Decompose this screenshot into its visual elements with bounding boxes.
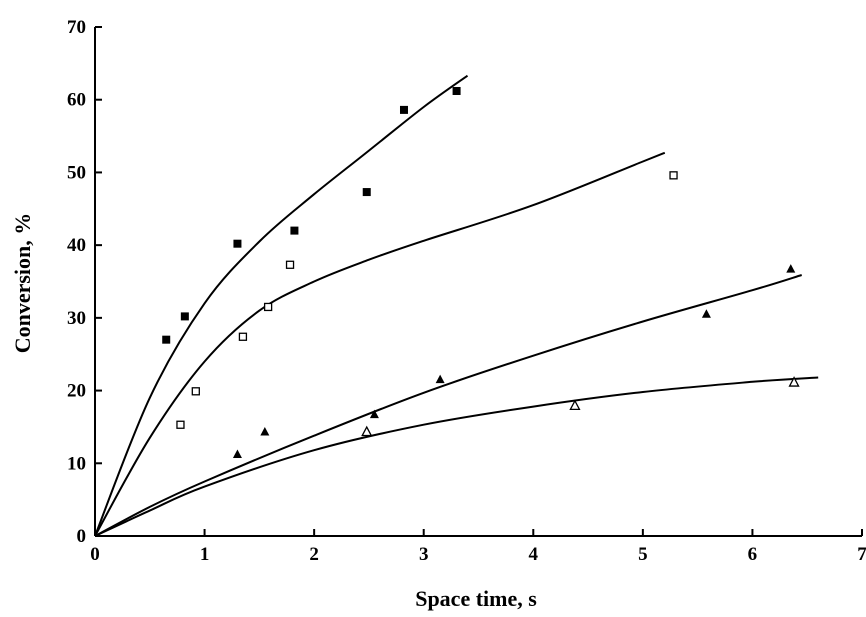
data-point-filled-triangle xyxy=(232,449,242,459)
tick-labels: 0 10 20 30 40 50 60 70 0 1 2 3 4 5 6 7 xyxy=(67,17,866,565)
x-tick-label: 4 xyxy=(529,544,539,565)
data-point-open-triangle xyxy=(361,425,373,437)
data-point-open-square xyxy=(263,302,273,312)
y-tick-label: 20 xyxy=(67,381,86,402)
y-tick-label: 10 xyxy=(67,453,86,474)
axes xyxy=(94,26,863,537)
data-point-filled-square xyxy=(233,239,242,248)
data-point-filled-square xyxy=(452,86,461,95)
data-point-filled-triangle xyxy=(435,374,445,384)
fit-curve-4 xyxy=(94,376,819,537)
fit-curve-3 xyxy=(94,274,802,537)
data-point-filled-square xyxy=(162,335,171,344)
y-tick-label: 50 xyxy=(67,162,86,183)
data-point-open-square xyxy=(191,387,200,396)
x-tick-label: 0 xyxy=(90,544,100,565)
y-tick-label: 0 xyxy=(77,526,87,547)
data-point-filled-square xyxy=(362,188,371,197)
data-point-filled-square xyxy=(290,226,299,235)
data-point-filled-triangle xyxy=(701,309,711,318)
data-point-open-square xyxy=(669,171,678,180)
data-point-filled-square xyxy=(180,312,189,321)
y-tick-label: 30 xyxy=(67,308,86,329)
data-point-open-square xyxy=(176,420,185,429)
data-point-filled-triangle xyxy=(260,427,270,436)
data-point-open-square xyxy=(285,260,295,269)
x-tick-label: 1 xyxy=(200,544,210,565)
data-point-filled-triangle xyxy=(786,264,796,273)
data-point-open-triangle xyxy=(788,376,800,387)
fit-curve-1 xyxy=(94,74,469,537)
x-tick-label: 2 xyxy=(309,544,319,565)
data-point-filled-square xyxy=(399,105,408,114)
data-point-filled-triangle xyxy=(369,409,379,419)
data-point-open-square xyxy=(238,332,248,341)
x-tick-label: 3 xyxy=(419,544,429,565)
y-tick-label: 40 xyxy=(67,235,86,256)
data-point-open-triangle xyxy=(569,399,581,410)
y-tick-label: 60 xyxy=(67,90,86,111)
x-tick-label: 6 xyxy=(748,544,758,565)
y-axis-label: Conversion, % xyxy=(10,213,35,354)
fit-curve-2 xyxy=(94,151,666,537)
x-axis-label: Space time, s xyxy=(415,586,537,611)
y-tick-label: 70 xyxy=(67,17,86,38)
x-tick-label: 7 xyxy=(857,544,866,565)
fit-curves xyxy=(94,74,819,537)
x-tick-label: 5 xyxy=(638,544,648,565)
data-points xyxy=(162,86,800,459)
